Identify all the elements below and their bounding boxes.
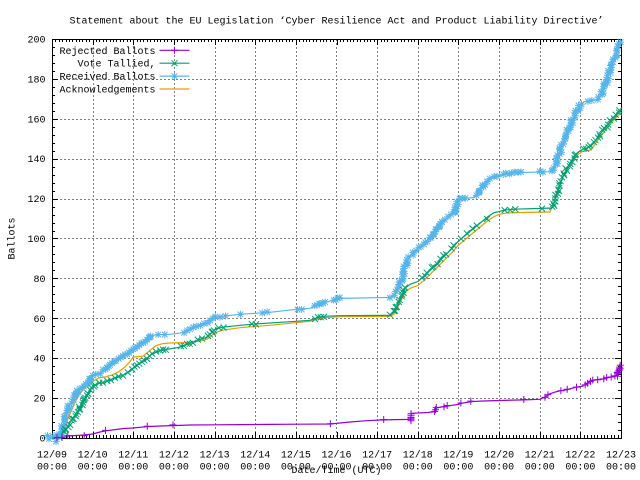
svg-text:40: 40	[33, 355, 45, 366]
svg-text:Acknowledgements: Acknowledgements	[59, 85, 155, 97]
svg-text:00:00: 00:00	[321, 463, 351, 474]
svg-text:12/13: 12/13	[200, 450, 230, 462]
svg-text:12/12: 12/12	[159, 450, 189, 462]
svg-text:00:00: 00:00	[281, 463, 311, 474]
svg-text:00:00: 00:00	[78, 463, 108, 474]
svg-text:12/16: 12/16	[321, 450, 351, 462]
svg-text:12/10: 12/10	[78, 450, 108, 462]
svg-text:12/22: 12/22	[565, 450, 595, 462]
svg-text:12/14: 12/14	[240, 450, 270, 462]
svg-text:0: 0	[39, 435, 45, 446]
svg-text:12/19: 12/19	[443, 450, 473, 462]
svg-text:200: 200	[27, 36, 45, 47]
svg-text:12/09: 12/09	[37, 450, 67, 462]
svg-text:Vote Tallied,: Vote Tallied,	[77, 59, 155, 71]
svg-text:12/23: 12/23	[606, 450, 636, 462]
svg-text:00:00: 00:00	[484, 463, 514, 474]
svg-text:12/15: 12/15	[281, 450, 311, 462]
svg-text:12/20: 12/20	[484, 450, 514, 462]
svg-text:00:00: 00:00	[118, 463, 148, 474]
svg-text:80: 80	[33, 275, 45, 286]
svg-text:00:00: 00:00	[159, 463, 189, 474]
svg-text:00:00: 00:00	[525, 463, 555, 474]
svg-text:12/21: 12/21	[525, 450, 555, 462]
svg-text:Date/Time (UTC): Date/Time (UTC)	[291, 465, 381, 477]
svg-text:Ballots: Ballots	[7, 217, 19, 259]
svg-text:12/18: 12/18	[403, 450, 433, 462]
svg-text:00:00: 00:00	[240, 463, 270, 474]
svg-text:Rejected Ballots: Rejected Ballots	[59, 46, 155, 58]
svg-text:160: 160	[27, 115, 45, 126]
svg-text:Received Ballots: Received Ballots	[59, 72, 155, 84]
svg-text:100: 100	[27, 235, 45, 246]
svg-text:00:00: 00:00	[200, 463, 230, 474]
svg-text:12/17: 12/17	[362, 450, 392, 462]
svg-text:12/11: 12/11	[118, 450, 148, 462]
svg-text:00:00: 00:00	[362, 463, 392, 474]
svg-text:00:00: 00:00	[443, 463, 473, 474]
svg-text:Statement about the EU Legisla: Statement about the EU Legislation ‘Cybe…	[69, 16, 603, 28]
svg-text:140: 140	[27, 155, 45, 166]
svg-text:00:00: 00:00	[37, 463, 67, 474]
svg-text:20: 20	[33, 395, 45, 406]
svg-text:00:00: 00:00	[565, 463, 595, 474]
svg-text:00:00: 00:00	[403, 463, 433, 474]
svg-text:180: 180	[27, 75, 45, 86]
svg-text:120: 120	[27, 195, 45, 206]
svg-text:60: 60	[33, 315, 45, 326]
svg-text:00:00: 00:00	[606, 463, 636, 474]
